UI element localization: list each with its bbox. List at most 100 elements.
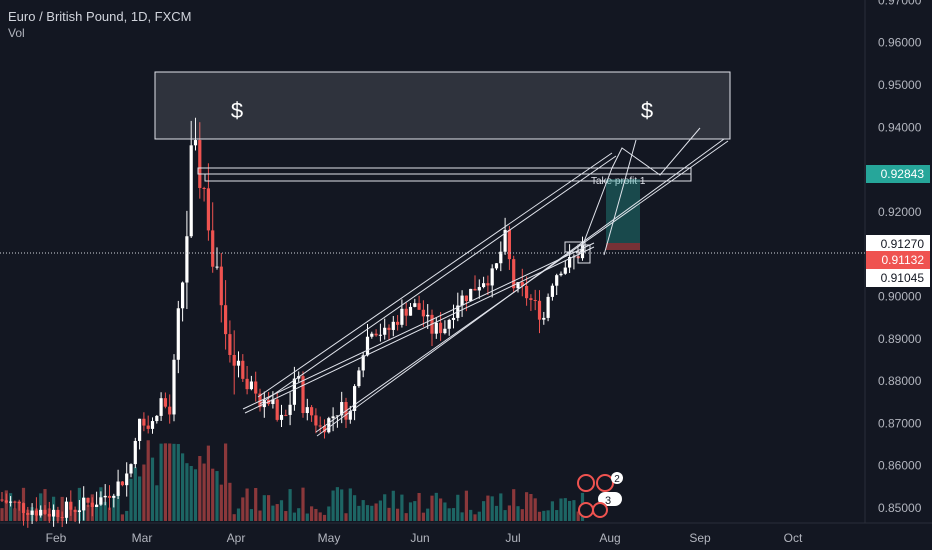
candle-body <box>47 513 51 517</box>
candle-body <box>439 322 443 334</box>
candle-body <box>138 418 142 441</box>
x-tick-label: Feb <box>46 531 67 545</box>
candle-body <box>387 327 391 330</box>
candle-body <box>181 282 185 309</box>
candle-body <box>520 282 524 286</box>
candle-body <box>335 415 339 417</box>
volume-bar <box>185 463 189 521</box>
volume-bar <box>537 511 542 521</box>
candle-body <box>288 404 292 415</box>
candle-body <box>370 333 374 337</box>
volume-bar <box>482 501 486 521</box>
price-tag-high: 0.91270 <box>866 235 930 253</box>
candle-body <box>133 440 137 465</box>
volume-bar <box>215 471 219 521</box>
y-tick-label: 0.94000 <box>878 120 922 134</box>
volume-bar <box>279 500 284 521</box>
volume-bar <box>512 489 516 521</box>
volume-bar <box>305 513 309 521</box>
event-badge-bg <box>598 492 622 506</box>
volume-bar <box>206 445 210 521</box>
volume-bar <box>361 500 365 521</box>
candle-body <box>477 287 481 291</box>
candle-body <box>228 334 232 355</box>
candle-body <box>568 257 572 268</box>
volume-bar <box>460 512 464 521</box>
volume-bar <box>168 443 172 521</box>
volume-bar <box>211 468 215 521</box>
candle-body <box>125 473 129 486</box>
candle-body <box>34 510 38 516</box>
candle-body <box>193 140 198 146</box>
volume-bar <box>439 498 443 521</box>
candle-body <box>546 296 550 318</box>
volume-bar <box>576 511 580 521</box>
x-tick-label: Jun <box>410 531 429 545</box>
candle-body <box>60 517 64 519</box>
volume-bar <box>499 493 503 521</box>
consolidation-box <box>577 244 591 264</box>
volume-bar <box>146 440 150 521</box>
volume-bar <box>404 513 408 521</box>
candle-body <box>404 308 408 316</box>
volume-bar <box>400 494 404 521</box>
candle-body <box>159 398 163 416</box>
volume-bar <box>254 487 258 521</box>
candle-body <box>396 321 400 325</box>
volume-bar <box>477 511 481 521</box>
volume-bar <box>60 496 64 521</box>
x-tick-label: Jul <box>505 531 520 545</box>
volume-bar <box>507 505 511 521</box>
take-profit-box-upper <box>197 167 692 175</box>
volume-bar <box>232 514 236 521</box>
candle-body <box>525 285 529 299</box>
candle-body <box>327 418 331 433</box>
candle-body <box>563 267 567 274</box>
candle-body <box>482 283 486 288</box>
volume-bar <box>267 495 271 521</box>
candle-body <box>176 308 180 360</box>
candle-body <box>215 266 219 268</box>
volume-bar <box>391 490 395 521</box>
volume-bar <box>241 497 245 521</box>
volume-bar <box>421 512 425 521</box>
candle-body <box>69 501 73 510</box>
volume-bar <box>155 485 159 521</box>
volume-bar <box>9 493 13 521</box>
volume-bar <box>383 494 387 521</box>
candle-body <box>559 273 563 276</box>
event-flag-icon <box>592 502 608 518</box>
candle-body <box>537 300 542 320</box>
candle-body <box>120 481 124 486</box>
candle-body <box>116 481 120 496</box>
volume-bar <box>202 463 206 521</box>
volume-bar <box>4 490 8 521</box>
volume-bar <box>314 508 318 521</box>
volume-bar <box>353 495 357 521</box>
volume-bar <box>288 489 292 521</box>
volume-bar <box>490 496 494 521</box>
event-count-bg <box>611 472 623 484</box>
candle-body <box>529 298 533 300</box>
volume-bar <box>516 506 520 521</box>
channel-line <box>259 155 617 405</box>
candle-body <box>202 187 206 189</box>
position-profit-zone <box>606 179 640 243</box>
candle-body <box>490 268 494 286</box>
volume-bar <box>189 465 193 521</box>
volume-bar <box>572 500 576 521</box>
candle-body <box>348 410 352 420</box>
volume-bar <box>546 510 550 521</box>
y-tick-label: 0.88000 <box>878 374 922 388</box>
volume-bar <box>310 506 314 521</box>
candle-body <box>52 509 56 517</box>
candle-body <box>245 378 249 390</box>
candle-body <box>340 402 344 416</box>
channel-line <box>242 242 595 410</box>
volume-bar <box>142 464 146 521</box>
y-tick-label: 0.89000 <box>878 332 922 346</box>
chart-legend: Euro / British Pound, 1D, FXCM Vol <box>8 8 192 42</box>
candle-body <box>86 497 90 503</box>
volume-bar <box>125 510 129 521</box>
